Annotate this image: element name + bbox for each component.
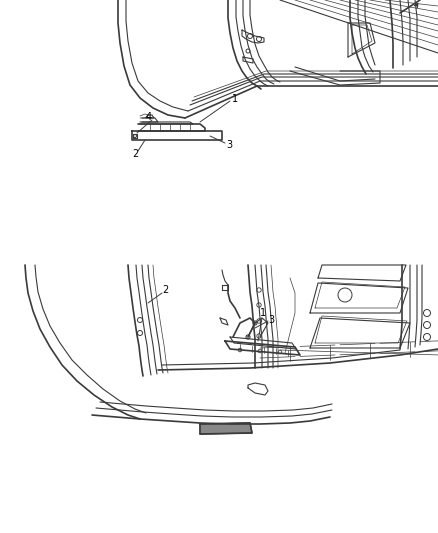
Text: 1: 1 (232, 94, 238, 104)
Text: 2: 2 (132, 149, 138, 159)
Text: 2: 2 (162, 285, 168, 295)
Polygon shape (200, 423, 252, 434)
Text: 1: 1 (260, 308, 266, 318)
Text: 4: 4 (146, 112, 152, 122)
Text: 3: 3 (268, 315, 274, 325)
Text: 3: 3 (226, 140, 232, 150)
